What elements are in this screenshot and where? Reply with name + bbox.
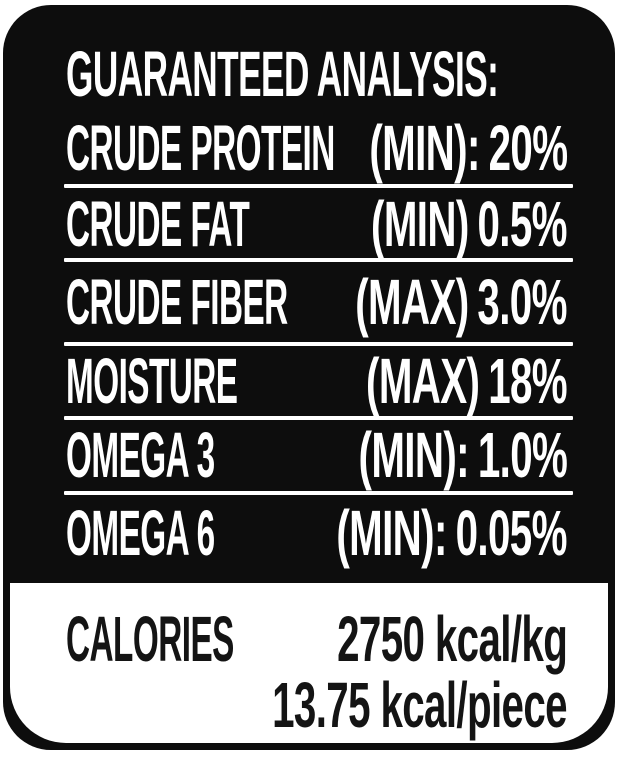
nutrient-value: (MIN): 20% bbox=[369, 116, 568, 180]
row-crude-fiber: CRUDE FIBER (MAX) 3.0% bbox=[66, 266, 568, 338]
nutrient-value: (MIN) 0.5% bbox=[371, 192, 567, 256]
row-moisture: MOISTURE (MAX) 18% bbox=[66, 345, 568, 417]
nutrient-qualifier: (MIN): bbox=[368, 112, 480, 184]
nutrient-qualifier: (MIN): bbox=[336, 497, 448, 569]
nutrient-amount: 0.5% bbox=[477, 188, 568, 260]
nutrient-qualifier: (MAX) bbox=[355, 266, 469, 338]
row-crude-fat: CRUDE FAT (MIN) 0.5% bbox=[66, 188, 568, 260]
nutrient-value: (MAX) 18% bbox=[366, 349, 568, 413]
nutrient-amount: 0.05% bbox=[455, 497, 568, 569]
calories-row-kg: CALORIES 2750 kcal/kg bbox=[66, 603, 568, 675]
nutrient-amount: 3.0% bbox=[477, 266, 568, 338]
nutrient-amount: 1.0% bbox=[477, 419, 568, 491]
nutrient-value: (MAX) 3.0% bbox=[355, 270, 567, 334]
nutrient-name: CRUDE FIBER bbox=[66, 266, 288, 338]
calories-per-piece: 13.75 kcal/piece bbox=[272, 669, 567, 741]
nutrition-label: GUARANTEED ANALYSIS: CRUDE PROTEIN (MIN)… bbox=[3, 5, 615, 750]
divider-line bbox=[64, 342, 573, 346]
nutrient-name: MOISTURE bbox=[66, 345, 238, 417]
divider-line bbox=[64, 416, 573, 420]
row-omega-3: OMEGA 3 (MIN): 1.0% bbox=[66, 419, 568, 491]
row-omega-6: OMEGA 6 (MIN): 0.05% bbox=[66, 497, 568, 569]
calories-label: CALORIES bbox=[66, 603, 234, 675]
nutrient-amount: 18% bbox=[488, 345, 567, 417]
divider-line bbox=[64, 258, 573, 262]
nutrient-qualifier: (MIN): bbox=[358, 419, 469, 491]
nutrient-value: (MIN): 0.05% bbox=[337, 501, 568, 565]
row-crude-protein: CRUDE PROTEIN (MIN): 20% bbox=[66, 112, 568, 184]
calories-panel: CALORIES 2750 kcal/kg 13.75 kcal/piece bbox=[10, 583, 608, 743]
nutrient-name: OMEGA 3 bbox=[66, 419, 215, 491]
nutrient-qualifier: (MAX) bbox=[366, 345, 480, 417]
nutrient-amount: 20% bbox=[488, 112, 567, 184]
nutrient-value: (MIN): 1.0% bbox=[358, 423, 567, 487]
calories-per-kg: 2750 kcal/kg bbox=[336, 603, 568, 675]
calories-row-piece: 13.75 kcal/piece bbox=[66, 673, 567, 737]
guaranteed-analysis-header: GUARANTEED ANALYSIS: bbox=[66, 42, 567, 106]
header-title: GUARANTEED ANALYSIS: bbox=[66, 38, 499, 110]
nutrient-qualifier: (MIN) bbox=[371, 188, 469, 260]
nutrient-name: CRUDE FAT bbox=[66, 188, 250, 260]
divider-line bbox=[64, 491, 573, 495]
divider-line bbox=[64, 184, 573, 188]
nutrient-name: OMEGA 6 bbox=[66, 497, 215, 569]
nutrient-name: CRUDE PROTEIN bbox=[66, 112, 335, 184]
